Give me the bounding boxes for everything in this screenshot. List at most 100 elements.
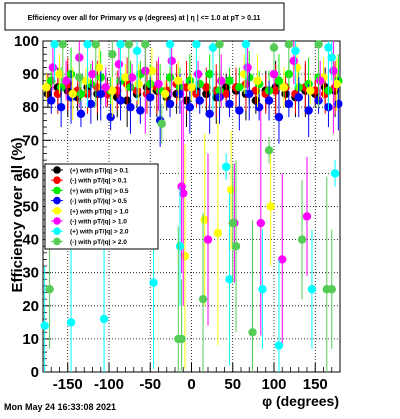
- legend-label: (+) with pT/|q| > 1.0: [70, 208, 129, 215]
- legend-marker: [53, 196, 61, 205]
- data-point: [266, 202, 275, 211]
- x-tick-label: 50: [224, 376, 241, 393]
- data-point: [329, 66, 338, 75]
- data-point: [225, 99, 234, 109]
- data-point: [324, 43, 333, 52]
- data-point: [279, 83, 289, 92]
- y-tick-label: 100: [14, 33, 39, 50]
- data-point: [316, 76, 325, 85]
- x-tick-label: -50: [139, 376, 161, 393]
- legend-marker: [53, 176, 61, 184]
- data-point: [50, 40, 59, 49]
- data-point: [165, 73, 175, 82]
- data-point: [126, 103, 135, 112]
- legend-marker: [53, 207, 61, 215]
- data-point: [68, 89, 77, 99]
- data-point: [76, 89, 86, 99]
- data-point: [141, 40, 150, 49]
- data-point: [213, 228, 223, 238]
- x-tick-label: 100: [261, 376, 286, 393]
- data-point: [47, 96, 56, 105]
- data-point: [175, 242, 185, 251]
- y-tick-label: 0: [31, 364, 39, 381]
- chart-title: Efficiency over all for Primary vs φ (de…: [28, 15, 261, 22]
- data-point: [235, 83, 244, 92]
- data-point: [241, 40, 251, 49]
- data-point: [248, 328, 257, 337]
- data-point: [304, 106, 313, 115]
- data-point: [157, 119, 166, 128]
- data-point: [327, 53, 336, 62]
- y-tick-label: 70: [22, 132, 39, 149]
- data-point: [235, 106, 244, 115]
- y-tick-label: 80: [22, 99, 39, 116]
- data-point: [278, 255, 287, 264]
- x-tick-label: 150: [303, 376, 328, 393]
- data-point: [274, 112, 284, 122]
- data-point: [160, 89, 170, 99]
- legend-marker: [53, 227, 61, 235]
- data-point: [274, 76, 284, 85]
- data-point: [94, 63, 104, 72]
- legend-marker: [53, 217, 61, 225]
- data-point: [284, 99, 294, 109]
- legend-marker: [53, 166, 61, 174]
- data-point: [91, 40, 101, 49]
- data-point: [40, 321, 49, 330]
- data-point: [264, 146, 274, 155]
- data-point: [264, 96, 274, 105]
- data-point: [76, 109, 86, 119]
- legend-label: (-) with pT/|q| > 0.5: [70, 198, 127, 205]
- data-point: [243, 63, 252, 72]
- title-box: [4, 2, 285, 31]
- data-point: [294, 93, 303, 102]
- data-point: [332, 79, 341, 89]
- data-point: [154, 79, 163, 89]
- data-point: [228, 218, 237, 228]
- data-point: [245, 89, 254, 99]
- data-point: [116, 40, 125, 49]
- data-point: [192, 40, 201, 49]
- legend-label: (-) with pT/|q| > 0.1: [70, 178, 127, 185]
- data-point: [187, 83, 196, 92]
- x-tick-label: -100: [94, 376, 124, 393]
- data-point: [88, 69, 97, 79]
- legend-box: [44, 163, 159, 250]
- data-point: [314, 40, 323, 49]
- data-point: [61, 76, 71, 85]
- data-point: [99, 314, 109, 324]
- data-point: [221, 89, 231, 99]
- data-point: [45, 285, 54, 294]
- legend-label: (-) with pT/|q| > 2.0: [70, 239, 127, 246]
- y-tick-label: 10: [22, 331, 39, 348]
- y-tick-label: 30: [22, 265, 39, 282]
- data-point: [116, 96, 125, 105]
- data-point: [334, 99, 343, 109]
- data-point: [202, 83, 211, 92]
- data-point: [75, 73, 84, 82]
- data-point: [179, 189, 188, 198]
- data-point: [193, 69, 203, 79]
- data-point: [101, 83, 110, 92]
- data-point: [256, 218, 265, 228]
- data-point: [56, 103, 66, 112]
- data-point: [274, 341, 284, 350]
- data-point: [108, 86, 117, 95]
- legend-marker: [53, 237, 61, 246]
- data-point: [297, 235, 307, 244]
- data-point: [108, 50, 117, 59]
- data-point: [208, 43, 218, 52]
- data-point: [225, 275, 234, 284]
- data-point: [198, 294, 208, 304]
- data-point: [205, 109, 214, 119]
- data-point: [127, 73, 137, 82]
- data-point: [121, 73, 130, 82]
- data-point: [136, 106, 145, 115]
- data-point: [217, 76, 226, 85]
- data-point: [42, 83, 51, 92]
- data-point: [48, 63, 58, 72]
- data-points: [40, 40, 343, 372]
- data-point: [231, 242, 241, 251]
- data-point: [289, 56, 298, 66]
